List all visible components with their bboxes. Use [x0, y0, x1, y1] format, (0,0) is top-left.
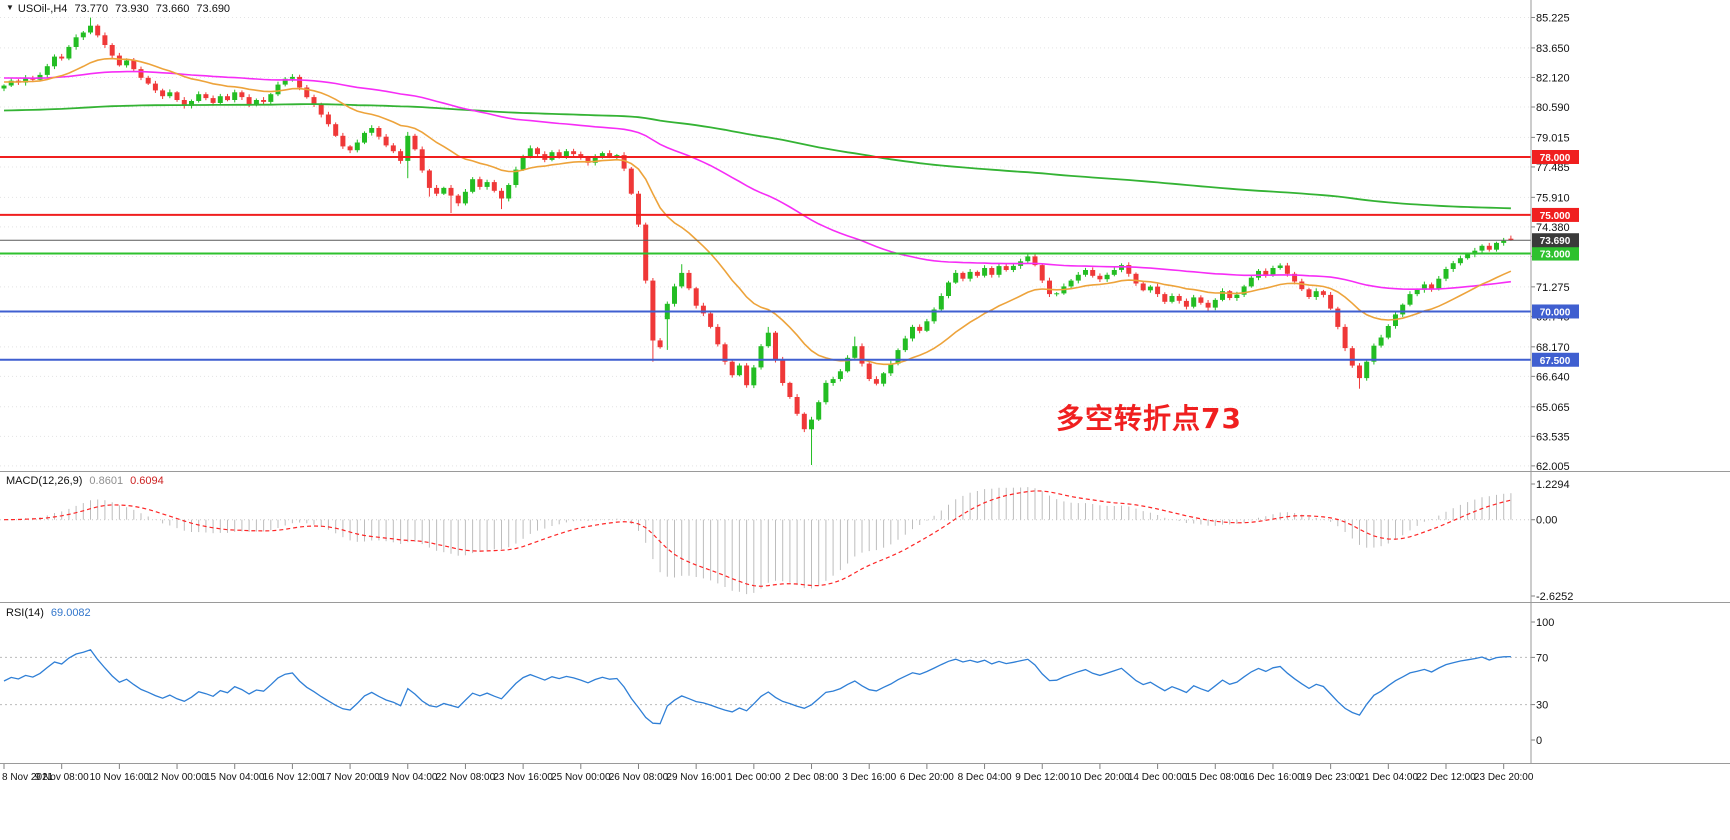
svg-text:19 Nov 04:00: 19 Nov 04:00	[378, 772, 438, 783]
svg-text:74.380: 74.380	[1536, 222, 1570, 234]
svg-text:65.065: 65.065	[1536, 402, 1570, 414]
svg-text:66.640: 66.640	[1536, 371, 1570, 383]
svg-text:3 Dec 16:00: 3 Dec 16:00	[842, 772, 896, 783]
svg-text:14 Dec 00:00: 14 Dec 00:00	[1128, 772, 1188, 783]
svg-text:23 Dec 20:00: 23 Dec 20:00	[1474, 772, 1534, 783]
svg-text:22 Dec 12:00: 22 Dec 12:00	[1416, 772, 1476, 783]
svg-text:16 Dec 16:00: 16 Dec 16:00	[1243, 772, 1303, 783]
svg-text:2 Dec 08:00: 2 Dec 08:00	[785, 772, 839, 783]
svg-text:63.535: 63.535	[1536, 431, 1570, 443]
svg-text:9 Dec 12:00: 9 Dec 12:00	[1015, 772, 1069, 783]
svg-text:21 Dec 04:00: 21 Dec 04:00	[1359, 772, 1419, 783]
svg-text:0.00: 0.00	[1536, 515, 1557, 527]
svg-text:17 Nov 20:00: 17 Nov 20:00	[320, 772, 380, 783]
svg-text:1 Dec 00:00: 1 Dec 00:00	[727, 772, 781, 783]
svg-text:30: 30	[1536, 700, 1548, 712]
ohlc-low-value: 73.660	[155, 3, 190, 15]
svg-text:79.015: 79.015	[1536, 132, 1570, 144]
chart-header-readout: ▼ USOil-,H4 73.770 73.930 73.660 73.690	[6, 3, 230, 15]
svg-text:10 Dec 20:00: 10 Dec 20:00	[1070, 772, 1130, 783]
svg-text:73.690: 73.690	[1540, 236, 1571, 247]
svg-text:70.000: 70.000	[1540, 307, 1571, 318]
rsi-indicator-label: RSI(14)	[6, 607, 44, 619]
macd-indicator-label: MACD(12,26,9)	[6, 475, 83, 487]
svg-text:10 Nov 16:00: 10 Nov 16:00	[90, 772, 150, 783]
svg-text:25 Nov 00:00: 25 Nov 00:00	[551, 772, 611, 783]
symbol-timeframe-label: USOil-,H4	[17, 3, 68, 15]
svg-text:77.485: 77.485	[1536, 162, 1570, 174]
price-axis[interactable]	[1531, 0, 1730, 764]
svg-text:70: 70	[1536, 652, 1548, 664]
svg-text:78.000: 78.000	[1540, 153, 1571, 164]
svg-text:100: 100	[1536, 617, 1554, 629]
macd-panel-header: MACD(12,26,9) 0.8601 0.6094	[6, 475, 164, 487]
chart-annotation-text: 多空转折点73	[1056, 402, 1242, 435]
svg-text:16 Nov 12:00: 16 Nov 12:00	[263, 772, 323, 783]
symbol-marker-icon: ▼	[6, 3, 14, 12]
rsi-value: 69.0082	[50, 607, 91, 619]
svg-text:15 Dec 08:00: 15 Dec 08:00	[1186, 772, 1246, 783]
svg-text:9 Nov 08:00: 9 Nov 08:00	[35, 772, 89, 783]
svg-text:68.170: 68.170	[1536, 342, 1570, 354]
svg-text:19 Dec 23:00: 19 Dec 23:00	[1301, 772, 1361, 783]
svg-text:67.500: 67.500	[1540, 356, 1571, 367]
rsi-panel-header: RSI(14) 69.0082	[6, 607, 91, 619]
svg-text:8 Dec 04:00: 8 Dec 04:00	[958, 772, 1012, 783]
svg-text:8 Nov 2021: 8 Nov 2021	[2, 772, 54, 783]
svg-text:75.000: 75.000	[1540, 211, 1571, 222]
ohlc-close-value: 73.690	[196, 3, 231, 15]
svg-text:22 Nov 08:00: 22 Nov 08:00	[436, 772, 496, 783]
svg-text:6 Dec 20:00: 6 Dec 20:00	[900, 772, 954, 783]
svg-text:71.275: 71.275	[1536, 282, 1570, 294]
svg-text:85.225: 85.225	[1536, 12, 1570, 24]
svg-text:80.590: 80.590	[1536, 102, 1570, 114]
svg-text:26 Nov 08:00: 26 Nov 08:00	[609, 772, 669, 783]
svg-text:29 Nov 16:00: 29 Nov 16:00	[666, 772, 726, 783]
svg-text:73.000: 73.000	[1540, 250, 1571, 261]
svg-text:15 Nov 04:00: 15 Nov 04:00	[205, 772, 265, 783]
svg-text:-2.6252: -2.6252	[1536, 591, 1573, 603]
svg-text:0: 0	[1536, 735, 1542, 747]
macd-main-value: 0.8601	[89, 475, 124, 487]
svg-text:12 Nov 00:00: 12 Nov 00:00	[147, 772, 207, 783]
macd-signal-value: 0.6094	[130, 475, 164, 487]
svg-text:82.120: 82.120	[1536, 72, 1570, 84]
svg-text:23 Nov 16:00: 23 Nov 16:00	[493, 772, 553, 783]
ohlc-open-value: 73.770	[74, 3, 109, 15]
svg-text:62.005: 62.005	[1536, 461, 1570, 473]
ohlc-high-value: 73.930	[115, 3, 149, 15]
svg-text:1.2294: 1.2294	[1536, 479, 1570, 491]
svg-text:75.910: 75.910	[1536, 192, 1570, 204]
svg-text:83.650: 83.650	[1536, 43, 1570, 55]
time-axis[interactable]	[0, 764, 1730, 794]
